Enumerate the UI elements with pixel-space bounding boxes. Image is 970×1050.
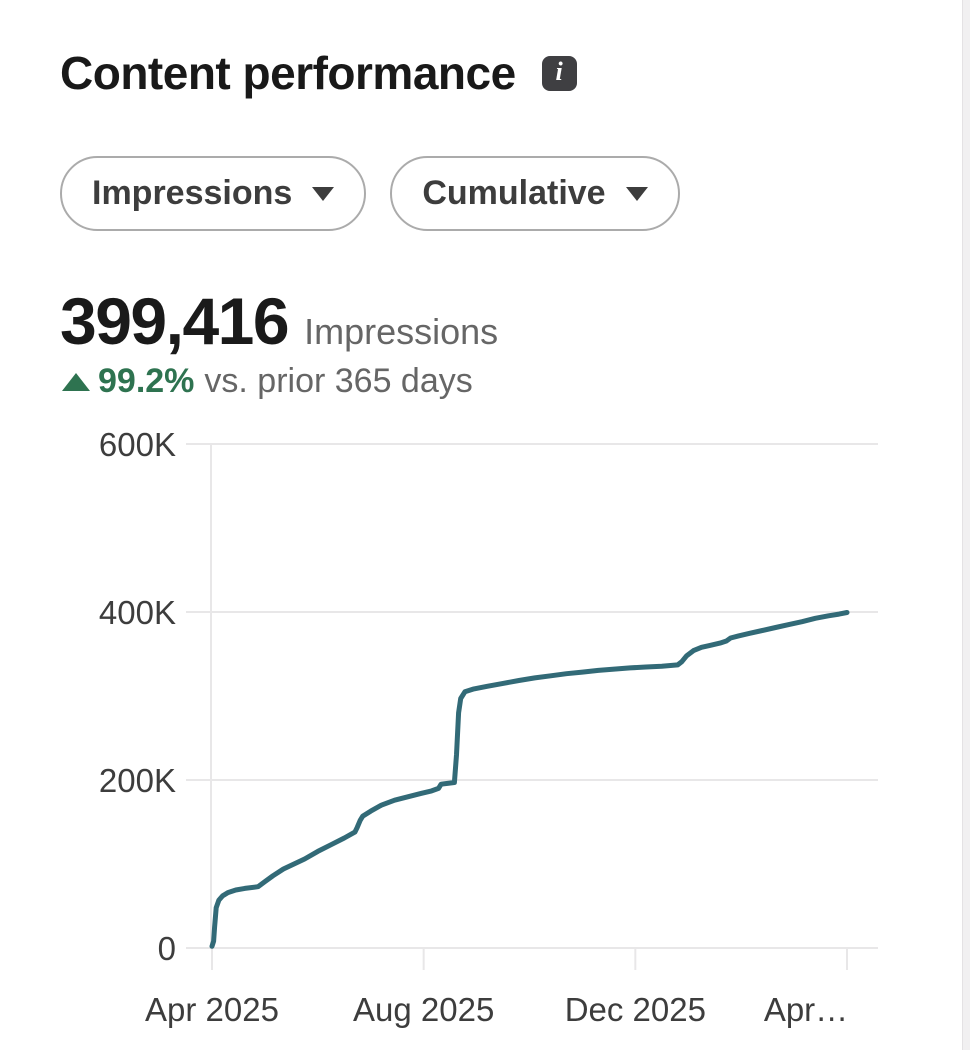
chevron-down-icon: [312, 186, 335, 201]
delta-percentage: 99.2%: [98, 362, 195, 400]
impressions-trend-chart[interactable]: 0 200K 400K 600K Apr 2025 Aug 2025 Dec 2025 Apr…: [0, 430, 970, 1050]
aggregation-filter-label: Cumulative: [422, 174, 606, 212]
y-axis-tick-label: 400K: [99, 594, 176, 631]
content-performance-header: Content performance i: [60, 46, 577, 100]
x-axis-tick-label: Apr…: [764, 991, 848, 1028]
filter-pills: Impressions Cumulative: [60, 156, 680, 231]
delta-summary: 99.2% vs. prior 365 days: [62, 362, 473, 401]
page-title: Content performance: [60, 47, 516, 99]
chevron-down-icon: [625, 186, 648, 201]
metric-filter-label: Impressions: [92, 174, 293, 212]
y-axis-tick-label: 600K: [99, 430, 176, 463]
metric-summary: 399,416 Impressions: [60, 288, 498, 354]
y-axis-tick-label: 200K: [99, 762, 176, 799]
y-axis-tick-label: 0: [158, 930, 176, 967]
info-icon[interactable]: i: [541, 55, 577, 91]
arrow-up-icon: [62, 372, 90, 391]
aggregation-filter-button[interactable]: Cumulative: [390, 156, 680, 231]
delta-caption: vs. prior 365 days: [204, 362, 473, 400]
x-axis-tick-label: Aug 2025: [353, 991, 494, 1028]
impressions-total-unit: Impressions: [304, 311, 499, 352]
series-line-impressions: [209, 610, 850, 949]
metric-filter-button[interactable]: Impressions: [60, 156, 367, 231]
scrollbar-track[interactable]: [962, 0, 970, 1050]
impressions-total-value: 399,416: [60, 284, 290, 358]
x-axis-tick-label: Apr 2025: [145, 991, 279, 1028]
x-axis-tick-label: Dec 2025: [565, 991, 706, 1028]
